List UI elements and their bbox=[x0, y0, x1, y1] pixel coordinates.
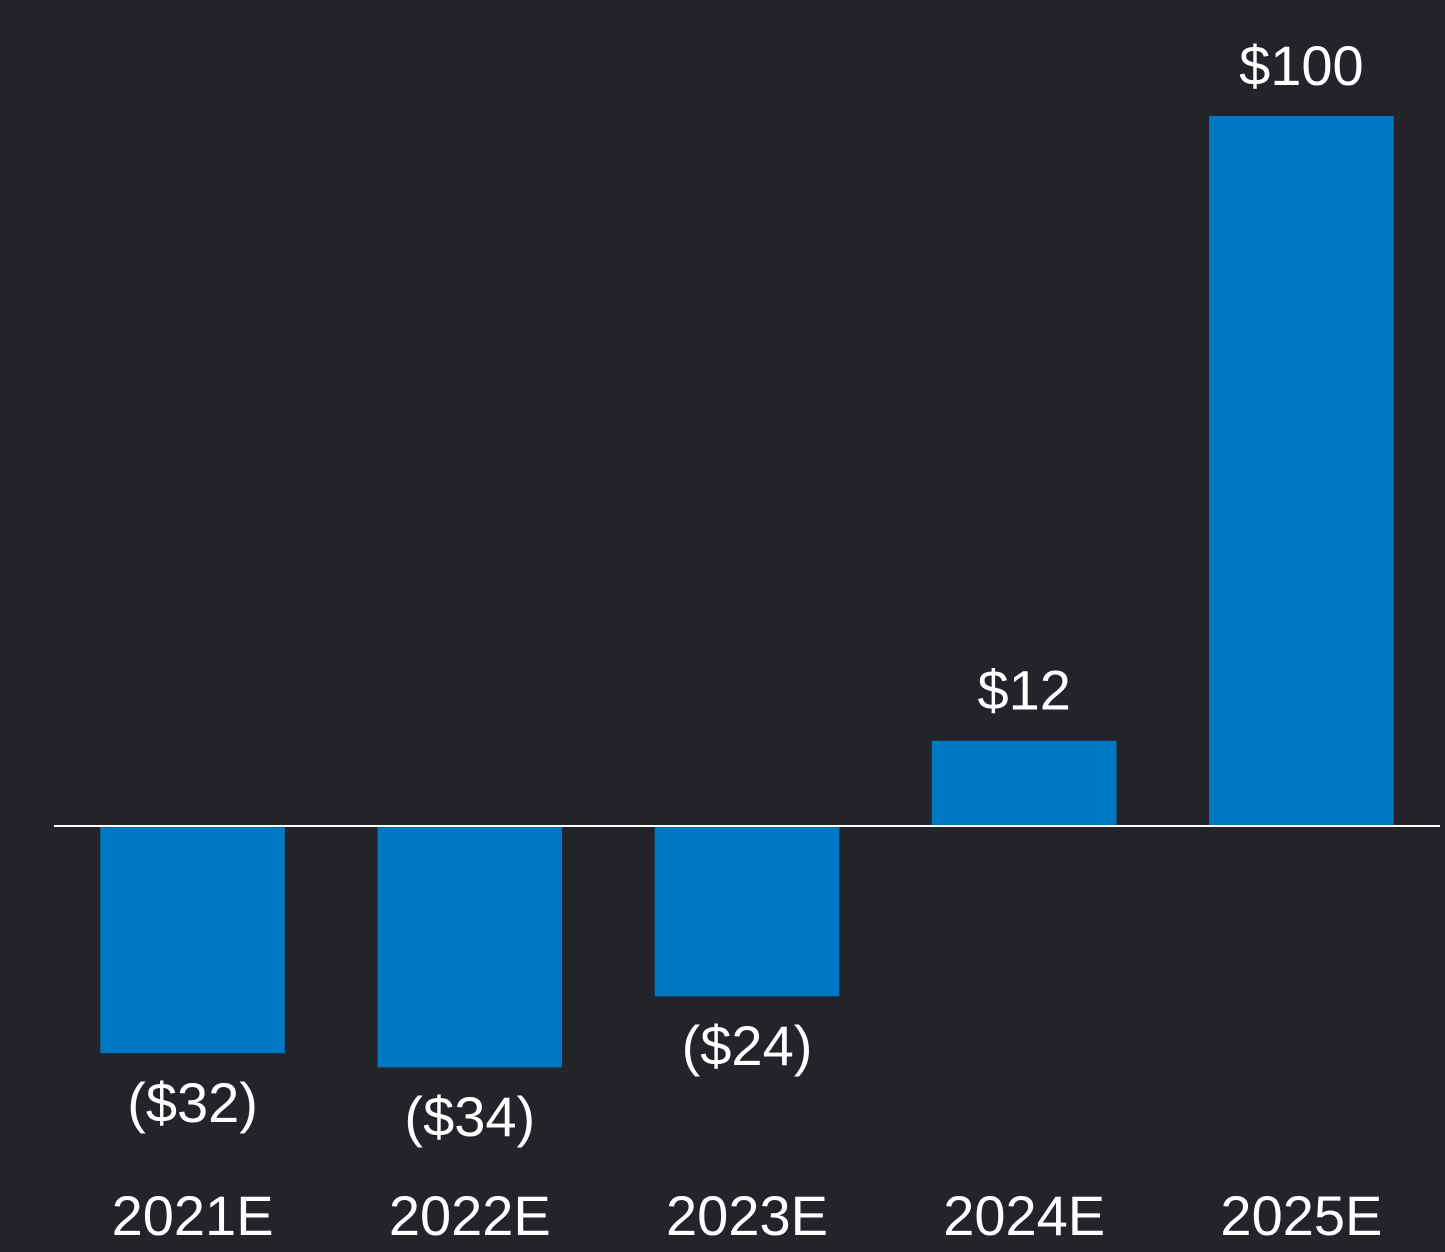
bar bbox=[931, 740, 1117, 826]
bar bbox=[654, 826, 840, 997]
bar bbox=[100, 826, 285, 1054]
value-label: ($24) bbox=[682, 1014, 813, 1077]
value-label: $100 bbox=[1239, 34, 1364, 97]
bar bbox=[1209, 116, 1394, 826]
x-tick-label: 2022E bbox=[389, 1184, 551, 1247]
x-tick-label: 2021E bbox=[112, 1184, 274, 1247]
bar bbox=[377, 826, 563, 1068]
x-tick-label: 2023E bbox=[666, 1184, 828, 1247]
x-tick-label: 2024E bbox=[943, 1184, 1105, 1247]
value-label: ($32) bbox=[127, 1071, 258, 1134]
x-tick-label: 2025E bbox=[1220, 1184, 1382, 1247]
value-label: ($34) bbox=[404, 1085, 535, 1148]
value-label: $12 bbox=[977, 659, 1070, 722]
